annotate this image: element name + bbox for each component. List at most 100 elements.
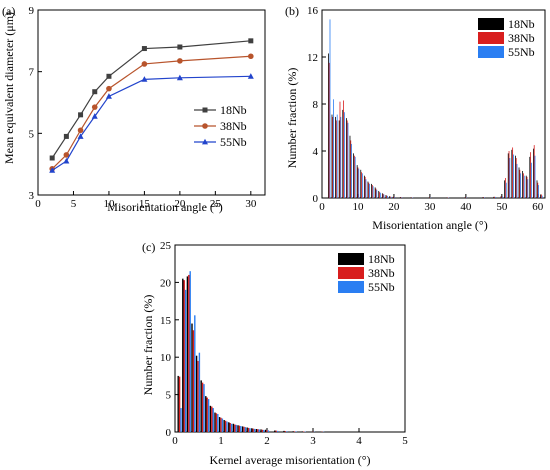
panel-a-legend-label: 18Nb <box>220 103 247 117</box>
panel-c-bar <box>257 429 259 432</box>
panel-c-xtick-label: 1 <box>218 435 224 447</box>
panel-c-ytick-label: 10 <box>160 352 172 364</box>
panel-c-legend-label: 55Nb <box>368 280 395 294</box>
panel-c-bar <box>234 424 236 432</box>
panel-a-marker-triangle <box>77 133 84 139</box>
panel-a-marker-circle <box>177 58 183 64</box>
panel-a-marker-square <box>177 44 183 50</box>
panel-b-bar <box>536 180 538 198</box>
panel-a-marker-circle <box>63 152 70 158</box>
panel-b-bar <box>502 196 504 198</box>
panel-b-bar <box>538 185 540 198</box>
panel-a-legend-marker-circle <box>202 123 208 129</box>
panel-b-bar <box>530 152 532 198</box>
panel-b-bar <box>381 193 383 198</box>
panel-b-bar <box>356 165 358 198</box>
panel-b-bar <box>335 120 337 198</box>
panel-c-ylabel: Number fraction (%) <box>141 295 155 396</box>
panel-c-xtick-label: 5 <box>402 435 408 447</box>
panel-b-bar <box>364 176 366 198</box>
panel-a-xtick-label: 5 <box>71 198 77 210</box>
panel-c-bar <box>214 412 216 432</box>
panel-c-ytick-label: 15 <box>160 315 172 327</box>
panel-b-bar <box>482 197 484 198</box>
panel-a-marker-square <box>63 133 69 139</box>
panel-b-bar <box>390 196 392 198</box>
panel-b-bar <box>504 180 506 198</box>
panel-c-bar <box>194 315 196 432</box>
panel-a-marker-triangle <box>49 167 56 173</box>
panel-b-bar <box>386 195 388 198</box>
panel-b-bar <box>335 116 336 198</box>
panel-b-bar <box>328 62 330 198</box>
panel-c-bar <box>246 427 248 432</box>
panel-c-bar <box>247 427 250 432</box>
panel-c-legend-swatch <box>338 267 364 279</box>
panel-a-ytick-label: 7 <box>29 67 35 79</box>
panel-b-bar <box>494 196 496 198</box>
panel-c-bar <box>243 426 245 432</box>
panel-b-bar <box>529 156 531 198</box>
panel-b-bar <box>354 156 356 198</box>
panel-c-ytick-label: 0 <box>166 427 172 439</box>
panel-a-series-line <box>51 55 251 170</box>
panel-b-bar <box>367 181 369 198</box>
panel-b-bar <box>428 197 430 198</box>
panel-b-bar <box>522 170 524 198</box>
panel-c-bar <box>182 278 184 432</box>
panel-b-ytick-label: 12 <box>307 52 318 64</box>
panel-b-legend-swatch <box>478 32 504 44</box>
panel-b-bar <box>361 173 363 198</box>
panel-b-bar <box>346 120 348 198</box>
panel-a-marker-circle <box>77 127 84 134</box>
panel-a-marker-triangle <box>63 157 70 164</box>
panel-b-bar <box>400 197 402 198</box>
panel-c-legend-swatch <box>338 253 364 265</box>
panel-a-frame <box>37 9 266 196</box>
panel-b-bar <box>385 195 387 198</box>
panel-b-bar <box>365 179 367 198</box>
panel-c-bar <box>206 397 208 432</box>
panel-c-bar <box>220 417 222 432</box>
panel-a-legend-marker-triangle <box>202 138 208 145</box>
panel-c-ytick-label: 25 <box>160 240 172 252</box>
panel-b-bar <box>394 197 396 198</box>
panel-b-bar <box>357 167 359 198</box>
panel-b-label: (b) <box>285 4 299 18</box>
panel-c-bar <box>253 428 256 432</box>
panel-b-xtick-label: 0 <box>319 201 325 213</box>
panel-b-legend-swatch <box>478 46 504 58</box>
panel-c-bar <box>197 360 199 432</box>
panel-a-marker-triangle <box>141 76 148 82</box>
panel-a-legend-label: 55Nb <box>220 135 247 149</box>
panel-c-bar <box>177 375 179 432</box>
panel-b-bar <box>372 186 374 198</box>
panel-c-bar <box>266 430 268 432</box>
panel-b-bar <box>371 183 372 198</box>
panel-c-bar <box>237 425 239 432</box>
panel-c-bar <box>260 429 262 432</box>
panel-a-marker-circle <box>141 61 148 67</box>
panel-b-bar <box>332 116 334 198</box>
panel-b-bar <box>343 112 345 198</box>
panel-c-bar <box>293 431 296 432</box>
panel-c-bar <box>217 414 219 432</box>
panel-b-ytick-label: 8 <box>313 99 319 111</box>
panel-c-bar <box>241 426 244 432</box>
panel-c-bar <box>211 406 213 432</box>
panel-b-bar <box>466 197 468 198</box>
panel-c-bar <box>215 413 218 432</box>
panel-b-bar <box>387 195 388 198</box>
panel-c-bar <box>235 424 237 432</box>
panel-c-bar <box>198 352 201 432</box>
panel-b-bar <box>410 197 412 198</box>
panel-a-series-line <box>51 75 251 171</box>
panel-b-bar <box>505 182 507 198</box>
panel-c-ytick-label: 20 <box>160 277 172 289</box>
panel-a-xtick-label: 20 <box>174 198 186 210</box>
panel-b-bar <box>531 162 532 198</box>
panel-b-bar <box>518 167 520 198</box>
